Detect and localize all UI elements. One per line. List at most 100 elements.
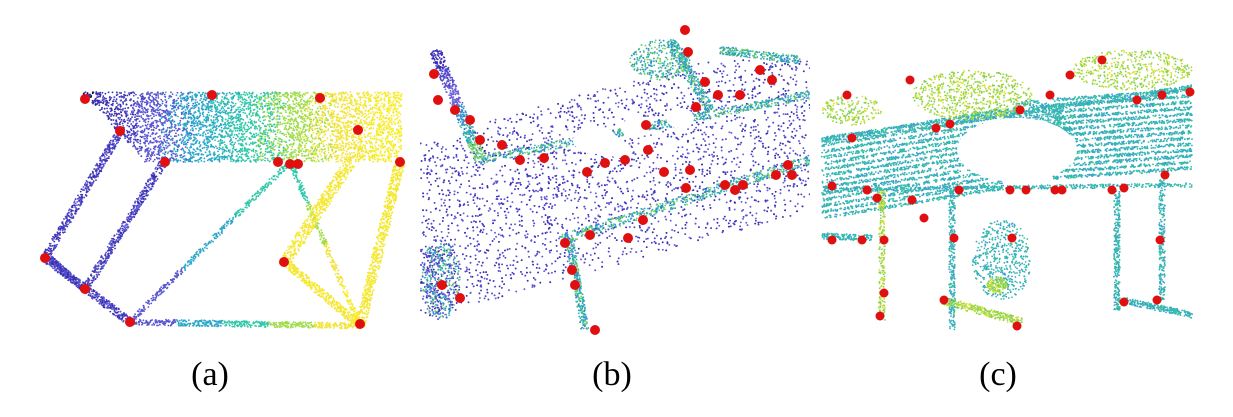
keypoint-c [907, 195, 917, 205]
keypoint-b [683, 47, 693, 57]
keypoint-b [437, 280, 447, 290]
keypoint-b [620, 155, 630, 165]
keypoint-a [115, 126, 125, 136]
keypoint-c [827, 181, 837, 191]
keypoint-b [585, 230, 595, 240]
caption-c: (c) [938, 358, 1058, 392]
keypoint-c [1160, 170, 1170, 180]
keypoint-c [879, 235, 889, 245]
keypoint-a [80, 284, 90, 294]
keypoint-c [857, 235, 867, 245]
keypoint-a [125, 317, 135, 327]
keypoint-c [1015, 105, 1025, 115]
keypoint-a [355, 319, 365, 329]
keypoint-b [713, 90, 723, 100]
keypoint-b [783, 160, 793, 170]
keypoint-b [730, 185, 740, 195]
keypoint-c [842, 90, 852, 100]
keypoint-b [600, 158, 610, 168]
keypoint-b [582, 167, 592, 177]
keypoint-b [433, 95, 443, 105]
keypoint-b [643, 145, 653, 155]
keypoint-c [847, 133, 857, 143]
keypoint-b [787, 170, 797, 180]
keypoint-b [465, 115, 475, 125]
keypoint-b [735, 90, 745, 100]
keypoint-b [570, 280, 580, 290]
keypoint-c [1152, 295, 1162, 305]
keypoint-b [623, 233, 633, 243]
keypoint-b [691, 102, 701, 112]
keypoint-c [1057, 185, 1067, 195]
keypoint-c [945, 119, 955, 129]
keypoint-c [875, 311, 885, 321]
keypoint-c [1097, 55, 1107, 65]
keypoint-a [285, 159, 295, 169]
keypoint-c [1065, 70, 1075, 80]
keypoint-b [681, 183, 691, 193]
keypoint-c [954, 185, 964, 195]
keypoint-c [1005, 185, 1015, 195]
keypoint-a [279, 257, 289, 267]
keypoint-c [905, 75, 915, 85]
keypoint-c [872, 193, 882, 203]
keypoint-b [638, 215, 648, 225]
point-cloud-c [820, 49, 1195, 331]
keypoint-c [1155, 235, 1165, 245]
keypoint-c [879, 288, 889, 298]
keypoint-b [560, 238, 570, 248]
keypoint-b [539, 153, 549, 163]
point-cloud-a [40, 90, 406, 330]
keypoint-a [40, 253, 50, 263]
keypoint-b [641, 120, 651, 130]
keypoint-b [515, 155, 525, 165]
keypoint-b [720, 180, 730, 190]
keypoint-a [315, 93, 325, 103]
keypoint-c [1157, 90, 1167, 100]
keypoint-c [827, 235, 837, 245]
point-cloud-panel-b [420, 0, 810, 345]
keypoint-c [1007, 233, 1017, 243]
keypoint-c [1050, 185, 1060, 195]
caption-a: (a) [150, 358, 270, 392]
keypoint-b [475, 135, 485, 145]
keypoint-b [567, 265, 577, 275]
point-cloud-panel-a [20, 0, 420, 345]
keypoint-a [207, 90, 217, 100]
keypoint-b [450, 105, 460, 115]
keypoint-b [429, 69, 439, 79]
keypoint-c [1012, 321, 1022, 331]
keypoint-c [1045, 90, 1055, 100]
keypoint-a [395, 157, 405, 167]
keypoint-b [738, 180, 748, 190]
keypoint-b [685, 165, 695, 175]
keypoint-b [497, 140, 507, 150]
caption-b: (b) [552, 358, 672, 392]
point-cloud-panel-c [812, 0, 1204, 345]
keypoint-b [771, 170, 781, 180]
keypoint-c [1185, 87, 1195, 97]
keypoint-a [293, 159, 303, 169]
keypoint-a [353, 125, 363, 135]
keypoint-c [1107, 185, 1117, 195]
keypoint-c [1021, 185, 1031, 195]
keypoint-a [273, 157, 283, 167]
keypoint-b [590, 325, 600, 335]
keypoint-b [767, 75, 777, 85]
keypoint-c [949, 233, 959, 243]
keypoint-b [700, 77, 710, 87]
keypoint-c [939, 295, 949, 305]
keypoint-c [862, 185, 872, 195]
keypoint-b [659, 167, 669, 177]
keypoint-b [755, 65, 765, 75]
keypoint-c [1119, 297, 1129, 307]
point-cloud-b [420, 25, 810, 335]
keypoint-a [160, 157, 170, 167]
keypoint-c [931, 123, 941, 133]
keypoint-a [80, 94, 90, 104]
keypoint-b [455, 293, 465, 303]
keypoint-c [1132, 95, 1142, 105]
keypoint-c [1119, 183, 1129, 193]
keypoint-c [919, 213, 929, 223]
keypoint-b [680, 25, 690, 35]
